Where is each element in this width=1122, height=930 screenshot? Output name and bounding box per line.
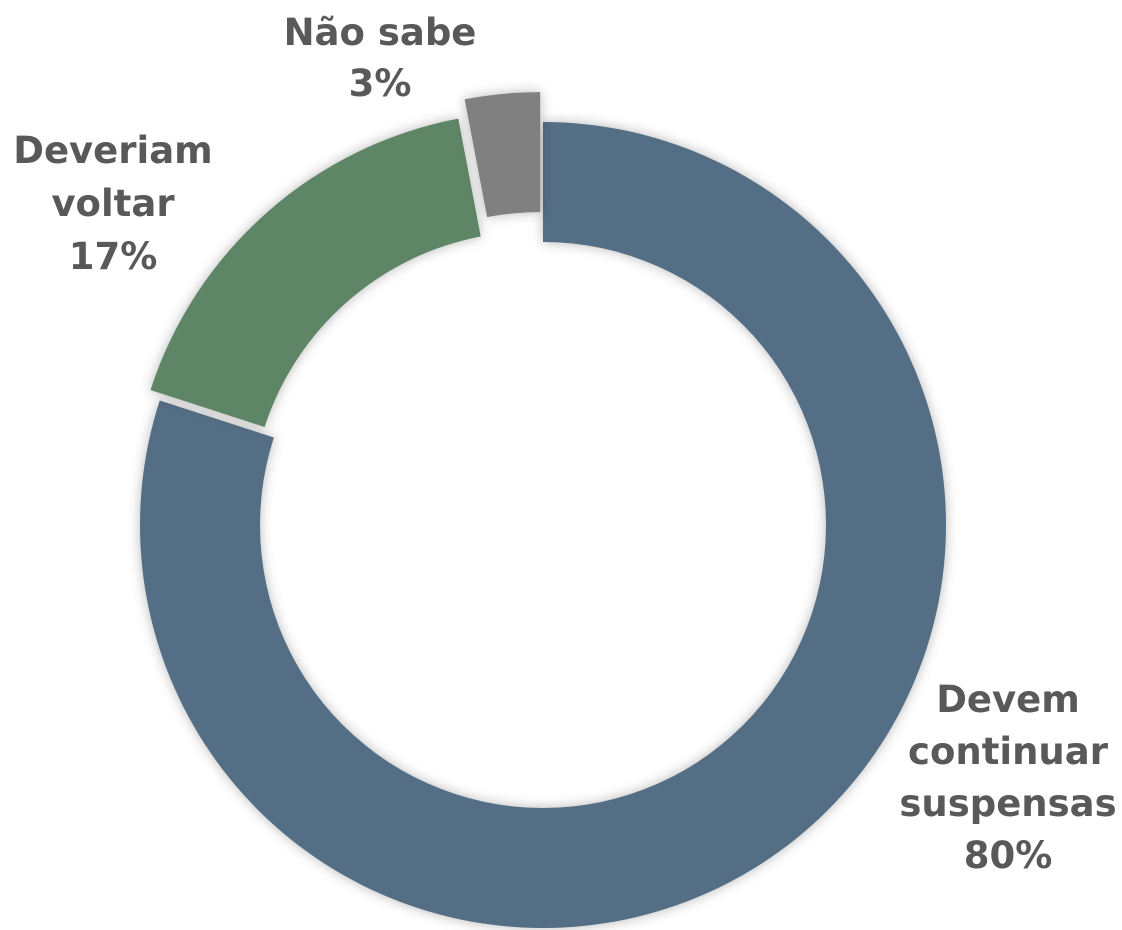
slice-category-label: Devem bbox=[936, 678, 1080, 721]
slice-category-label: Deveriam bbox=[13, 129, 212, 172]
slice-value-label: 3% bbox=[349, 62, 412, 105]
slice-category-label: continuar bbox=[908, 730, 1109, 773]
slice-nao-sabe bbox=[464, 92, 541, 218]
slice-category-label: Não sabe bbox=[284, 11, 477, 54]
donut-slices bbox=[139, 92, 946, 928]
slice-value-label: 80% bbox=[964, 834, 1053, 877]
slice-value-label: 17% bbox=[69, 235, 158, 278]
slice-labels: Devem continuar suspensas 80% Deveriam voltar… bbox=[13, 11, 1116, 877]
slice-voltar bbox=[150, 118, 481, 428]
slice-category-label: suspensas bbox=[899, 782, 1116, 825]
slice-category-label: voltar bbox=[51, 182, 175, 225]
slice-continuar bbox=[139, 122, 946, 928]
slice-label-continuar: Devem continuar suspensas 80% bbox=[899, 678, 1116, 877]
slice-label-nao-sabe: Não sabe 3% bbox=[284, 11, 477, 105]
slice-label-voltar: Deveriam voltar 17% bbox=[13, 129, 212, 278]
